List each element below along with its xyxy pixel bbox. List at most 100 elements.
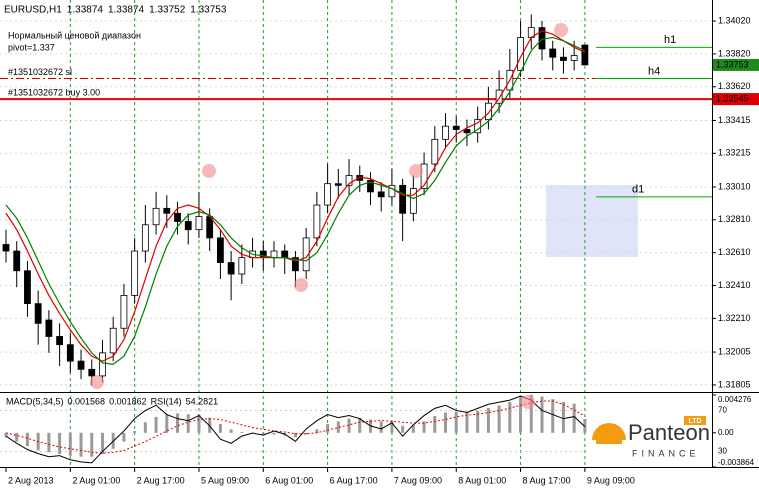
candle-body [45, 319, 53, 337]
x-tick-label: 8 Aug 01:00 [458, 475, 506, 485]
logo-name: Panteon [628, 420, 710, 445]
candle-body [77, 360, 85, 370]
candle-body [581, 44, 589, 66]
macd-bar [529, 394, 533, 433]
candle-body [484, 102, 492, 121]
candle-body [163, 207, 171, 214]
macd-bar [229, 429, 233, 433]
macd-bar [486, 408, 490, 433]
highlight [409, 164, 423, 178]
x-tick-label: 6 Aug 01:00 [265, 475, 313, 485]
macd-bar [4, 432, 8, 438]
x-tick-label: 2 Aug 17:00 [137, 475, 185, 485]
order-label: #1351032672 buy 3.00 [8, 87, 100, 97]
macd-bar [133, 431, 137, 433]
macd-bar [68, 432, 72, 456]
data-layer [0, 14, 712, 464]
candle-body [120, 295, 128, 329]
macd-bar [454, 411, 458, 433]
macd-bar [315, 429, 319, 433]
y-tick-label: 1.32005 [718, 346, 751, 356]
macd-bar [15, 432, 19, 442]
candle-body [431, 138, 439, 165]
x-tick-label: 7 Aug 09:00 [394, 475, 442, 485]
current-price-box [713, 58, 759, 71]
forecast-zone [546, 185, 638, 257]
highlight [90, 375, 104, 389]
candle-body [495, 89, 503, 104]
y-tick-label: 1.32210 [718, 313, 751, 323]
y-tick-label: 1.32810 [718, 214, 751, 224]
macd-bar [358, 417, 362, 433]
highlight [521, 395, 535, 409]
macd-bar [47, 432, 51, 453]
macd-bar [186, 414, 190, 433]
signal-value: 0.001862 [109, 396, 147, 406]
macd-bar [165, 414, 169, 433]
macd-bar [379, 421, 383, 433]
rsi-tick-label: 30 [718, 447, 727, 456]
candle-body [452, 125, 460, 130]
moving-average [5, 36, 586, 366]
pivot-label: h1 [664, 34, 676, 46]
x-tick-label: 2 Aug 2013 [8, 475, 54, 485]
pivot-label: h4 [648, 65, 660, 77]
indicator-note: pivot=1.337 [8, 42, 55, 52]
macd-bar [326, 423, 330, 433]
macd-bar [90, 432, 94, 457]
indicator-note: Нормальный ценовой диапазон [8, 30, 141, 40]
candle-body [13, 250, 21, 272]
candle-body [24, 270, 31, 305]
highlight [202, 164, 216, 178]
macd-bar [304, 432, 308, 435]
macd-bar [540, 396, 544, 433]
candle-body [367, 180, 374, 193]
candle-body [2, 244, 10, 252]
logo-tag: FINANCE [632, 448, 700, 458]
rsi-value: 54.2821 [186, 396, 219, 406]
macd-bar [154, 416, 158, 433]
candle-body [88, 368, 96, 377]
candle-body [377, 191, 385, 198]
highlight [294, 278, 308, 292]
macd-bar [272, 432, 276, 435]
macd-bar [465, 411, 469, 433]
macd-bar [551, 399, 555, 433]
y-tick-label: 1.34020 [718, 15, 751, 25]
candle-body [334, 183, 342, 186]
macd-bar [122, 432, 126, 442]
macd-bar [519, 397, 523, 433]
candle-body [560, 56, 567, 61]
x-tick-label: 2 Aug 01:00 [72, 475, 120, 485]
candle-body [216, 237, 224, 263]
macd-bar [100, 432, 104, 455]
candle-body [174, 212, 181, 222]
y-tick-label: 0.00 [718, 428, 734, 437]
macd-bar [347, 418, 351, 433]
macd-bar [176, 413, 180, 433]
current-price: 1.33753 [716, 59, 749, 69]
candle-body [409, 188, 417, 214]
x-tick-label: 5 Aug 09:00 [201, 475, 249, 485]
candle-body [302, 237, 310, 272]
y-tick-label: 1.33620 [718, 81, 751, 91]
y-tick-label: 1.33415 [718, 115, 751, 125]
logo-icon [596, 440, 622, 444]
highlight [554, 23, 568, 37]
macd-bar [561, 401, 565, 433]
y-tick-label: 1.32410 [718, 280, 751, 290]
macd-bar [583, 418, 587, 433]
candle-body [34, 303, 42, 324]
highlights [90, 23, 568, 409]
grid-layer [0, 0, 712, 468]
candle-body [442, 125, 449, 140]
header-value: 1.33874 [108, 5, 145, 16]
candle-body [141, 224, 149, 252]
macd-bar [58, 432, 62, 455]
macd-bar [143, 422, 147, 433]
macd-bar [218, 423, 222, 433]
y-tick-label: -0.003864 [718, 458, 755, 467]
candle-body [109, 327, 117, 354]
macd-bar [240, 431, 244, 433]
